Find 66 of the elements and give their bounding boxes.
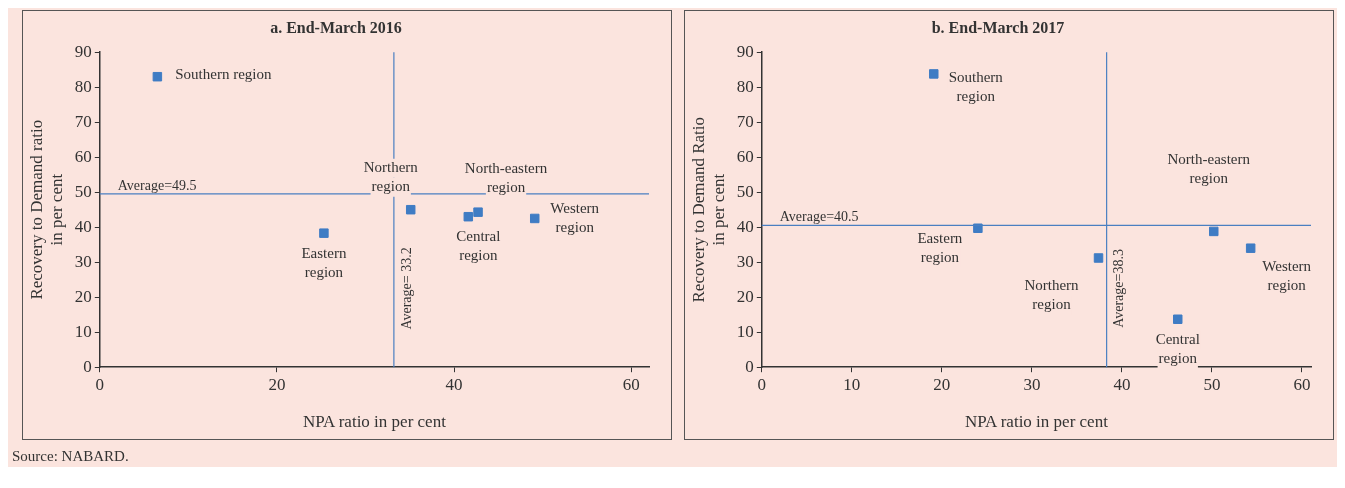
y-tick-label: 10 [736, 321, 754, 341]
x-axis-title: NPA ratio in per cent [964, 412, 1109, 432]
x-tick-label: 60 [1293, 374, 1311, 394]
data-label: Eastern region [301, 244, 347, 280]
y-tick-label: 60 [736, 146, 754, 166]
ref-line-label: Average= 33.2 [398, 247, 414, 330]
point [152, 71, 163, 82]
y-tick-label: 10 [74, 321, 92, 341]
point [529, 213, 540, 224]
y-tick-label: 30 [74, 251, 92, 271]
data-label: Central region [1155, 330, 1200, 366]
y-tick-label: 80 [736, 76, 754, 96]
y-tick-label: 0 [83, 356, 92, 376]
x-tick-label: 10 [843, 374, 861, 394]
y-tick-label: 70 [736, 111, 754, 131]
x-axis-title: NPA ratio in per cent [302, 412, 447, 432]
y-tick-label: 20 [736, 286, 754, 306]
y-tick-label: 90 [736, 41, 754, 61]
y-tick-label: 50 [736, 181, 754, 201]
x-tick-label: 30 [1023, 374, 1041, 394]
y-tick-label: 40 [74, 216, 92, 236]
x-tick-label: 0 [757, 374, 767, 394]
chart-title: b. End-March 2017 [931, 18, 1065, 36]
data-label: Southern region [948, 69, 1004, 105]
y-tick-label: 40 [736, 216, 754, 236]
x-tick-label: 0 [95, 374, 105, 394]
data-label: North-eastern region [464, 159, 548, 195]
y-tick-label: 80 [74, 76, 92, 96]
point [1093, 253, 1104, 263]
point [929, 69, 939, 79]
point [973, 223, 983, 233]
x-tick-label: 50 [1203, 374, 1221, 394]
chart-title: a. End-March 2016 [270, 18, 402, 36]
point [405, 204, 416, 215]
y-tick-label: 20 [74, 286, 92, 306]
x-tick-label: 20 [268, 374, 286, 394]
y-tick-label: 0 [745, 356, 754, 376]
y-axis-title: Recovery to Demand ratio in per cent [26, 119, 67, 300]
x-tick-label: 40 [1113, 374, 1131, 394]
ref-line-label: Average=49.5 [117, 177, 197, 193]
point [1245, 243, 1256, 253]
point [463, 211, 474, 222]
data-label: Northern region [363, 159, 419, 195]
point [319, 228, 329, 238]
data-label: Western region [550, 199, 600, 235]
data-label: Northern region [1024, 277, 1080, 313]
point [1173, 314, 1183, 324]
data-label: Eastern region [917, 229, 963, 265]
point [1209, 226, 1219, 237]
data-label: North-eastern region [1167, 150, 1251, 186]
ref-line-label: Average=40.5 [779, 209, 859, 225]
y-axis-title: Recovery to Demand Ratio in per cent [688, 116, 729, 303]
y-tick-label: 60 [74, 146, 92, 166]
y-tick-label: 30 [736, 251, 754, 271]
ref-line-label: Average=38.3 [1111, 249, 1127, 328]
y-tick-label: 50 [74, 181, 92, 201]
y-tick-label: 70 [74, 111, 92, 131]
data-label: Western region [1262, 257, 1312, 293]
x-tick-label: 40 [445, 374, 463, 394]
x-tick-label: 60 [622, 374, 640, 394]
data-label: Central region [456, 228, 501, 264]
y-tick-label: 90 [74, 41, 92, 61]
source-note: Source: NABARD. [11, 447, 130, 465]
point [473, 207, 483, 217]
x-tick-label: 20 [933, 374, 951, 394]
data-label: Southern region [175, 65, 272, 82]
